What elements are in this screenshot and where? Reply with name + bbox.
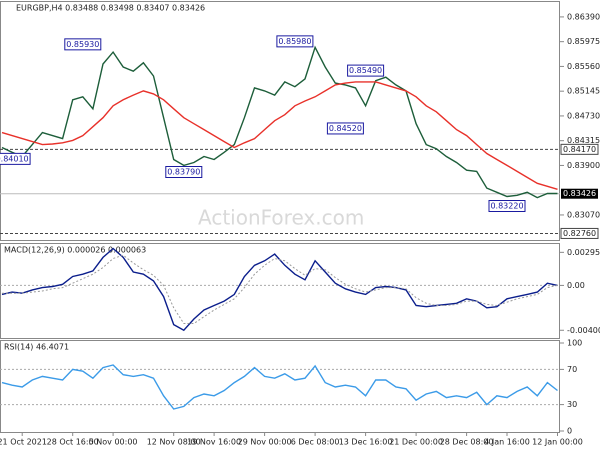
macd-title: MACD(12,26,9) 0.000026 0.000063 [4,246,146,255]
y-tick-label: 0.85975 [567,37,600,46]
annotation-label: 0.85490 [349,66,382,75]
y-tick-label: 0.83900 [567,161,600,170]
price-title: EURGBP,H4 0.83488 0.83498 0.83407 0.8342… [16,4,205,13]
level-label: 0.82760 [563,229,596,238]
y-tick-label: 0.83070 [567,210,600,219]
price-panel [0,1,560,241]
annotation-box [488,200,526,212]
annotation-box [0,152,31,165]
annotation-box [347,64,385,77]
annotation-box [276,35,314,48]
series-line [1,247,558,332]
annotation-box [326,122,364,135]
last-price-label: 0.83426 [563,189,596,198]
rsi-title: RSI(14) 46.4071 [4,343,69,352]
y-tick-label: 0.86390 [567,12,600,21]
x-tick-label: 5 Nov 00:00 [89,438,138,447]
y-tick-label: 0.85145 [567,87,600,96]
x-tick-label: 21 Dec 00:00 [389,438,443,447]
x-tick-label: 21 Oct 2021 [0,438,47,447]
watermark: ActionForex.com [198,206,364,230]
x-tick-label: 13 Dec 16:00 [339,438,393,447]
y-tick-label: 30 [567,400,577,409]
annotation-label: 0.85930 [66,40,99,49]
annotation-label: 0.83790 [167,168,200,177]
x-tick-label: 4 Jan 16:00 [484,438,530,447]
annotation-box [165,166,203,178]
annotation-label: 0.85980 [278,37,311,46]
rsi-panel [0,340,560,433]
annotation-label: 0.84520 [329,124,362,133]
macd-panel [0,243,560,339]
annotation-box [64,38,102,51]
x-tick-label: 28 Oct 16:00 [47,438,99,447]
series-line [1,364,558,410]
plot-area: 0.84010 0.85930 0.83790 0.85980 0.84520 0.854… [0,35,560,410]
last-price-box [561,188,598,199]
y-tick-label: 0 [567,427,572,436]
series-line [1,81,558,190]
y-tick-label: 0.84315 [567,136,600,145]
annotation-label: 0.83220 [490,202,523,211]
y-tick-label: 0.84730 [567,111,600,120]
level-label: 0.84170 [563,145,596,154]
y-tick-label: 0.85560 [567,62,600,71]
x-tick-label: 28 Dec 08:00 [440,438,494,447]
x-tick-label: 19 Nov 16:00 [187,438,241,447]
y-tick-label: -0.004009 [567,326,600,335]
level-label-box [560,227,599,239]
x-tick-label: 12 Nov 08:00 [147,438,201,447]
level-label-box [560,143,599,155]
series-line [1,45,558,199]
x-tick-label: 12 Jan 00:00 [532,438,583,447]
x-tick-label: 29 Nov 00:00 [238,438,292,447]
x-tick-label: 6 Dec 08:00 [291,438,340,447]
y-tick-label: 70 [567,365,577,374]
y-tick-label: 0.00 [567,281,585,290]
y-tick-label: 0.002955 [567,248,600,257]
series-line [2,254,558,324]
y-tick-label: 100 [567,339,582,348]
annotation-label: 0.84010 [0,154,29,163]
axis-area: 0.86390 0.85975 0.85560 0.85145 0.84730 0.843… [0,12,600,446]
